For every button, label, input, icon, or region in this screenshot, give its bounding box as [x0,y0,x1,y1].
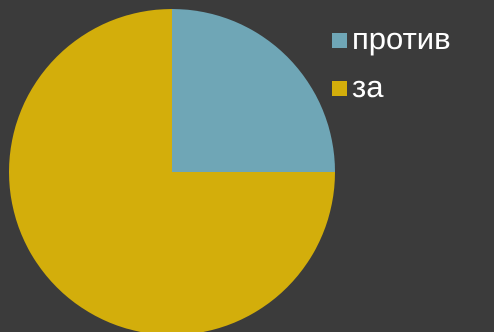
pie-slice [172,9,335,172]
pie-slice [9,9,335,332]
legend-swatch [332,33,347,48]
legend-label: против [352,21,451,56]
legend-swatch [332,81,347,96]
legend-label: за [352,69,384,104]
